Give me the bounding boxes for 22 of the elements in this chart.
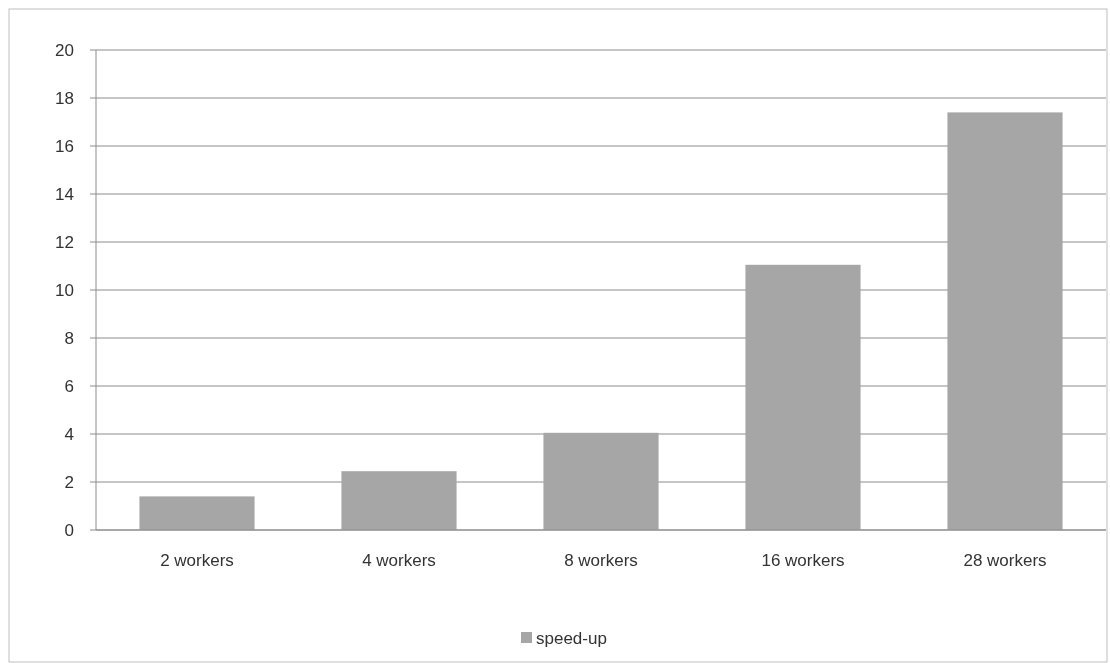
bar	[139, 496, 255, 530]
x-tick-label: 16 workers	[761, 550, 845, 570]
x-tick-label: 2 workers	[160, 550, 234, 570]
bar	[745, 264, 861, 530]
y-tick-label: 0	[64, 520, 74, 540]
y-tick-label: 2	[64, 472, 74, 492]
y-tick-label: 16	[55, 136, 74, 156]
x-tick-label: 4 workers	[362, 550, 436, 570]
y-tick-label: 4	[64, 424, 74, 444]
x-tick-label: 28 workers	[963, 550, 1047, 570]
y-tick-label: 14	[55, 184, 74, 204]
y-tick-label: 6	[64, 376, 74, 396]
legend-label: speed-up	[536, 628, 607, 648]
bar	[341, 471, 457, 530]
y-tick-label: 10	[55, 280, 74, 300]
y-tick-label: 18	[55, 88, 74, 108]
bar	[543, 432, 659, 530]
y-tick-label: 20	[55, 40, 74, 60]
x-tick-label: 8 workers	[564, 550, 638, 570]
bar	[947, 112, 1063, 530]
y-tick-label: 8	[64, 328, 74, 348]
y-tick-label: 12	[55, 232, 74, 252]
